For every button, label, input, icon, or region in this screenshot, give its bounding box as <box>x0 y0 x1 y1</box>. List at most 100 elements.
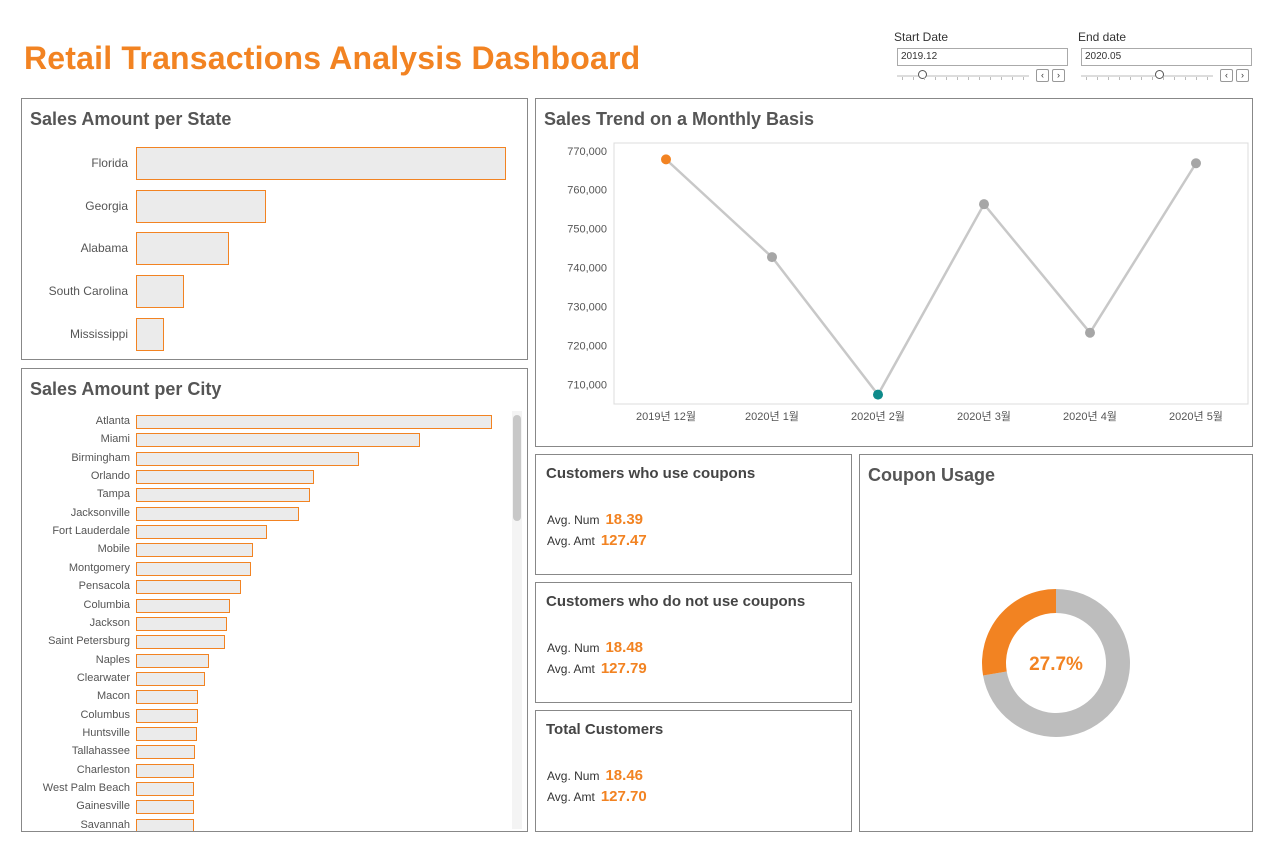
data-point[interactable] <box>873 389 883 400</box>
state-bar[interactable] <box>136 189 266 223</box>
city-bar[interactable] <box>136 470 314 485</box>
y-tick-label: 770,000 <box>567 146 607 158</box>
data-point[interactable] <box>767 252 777 263</box>
city-bar[interactable] <box>136 415 492 429</box>
kpi-amt-value: 127.47 <box>600 532 647 549</box>
city-bar[interactable] <box>136 543 254 558</box>
state-bar[interactable] <box>136 232 229 266</box>
end-date-next-button[interactable]: › <box>1236 69 1249 82</box>
donut-center-label: 27.7% <box>1029 654 1083 675</box>
kpi-title: Customers who use coupons <box>546 465 756 482</box>
donut-slice-coupon[interactable] <box>982 589 1056 676</box>
city-label: Tallahassee <box>71 745 130 758</box>
city-label: Atlanta <box>95 415 130 427</box>
trend-panel-title: Sales Trend on a Monthly Basis <box>544 109 815 129</box>
start-date-input[interactable]: 2019.12 <box>897 48 1068 66</box>
slider-tick <box>957 77 958 80</box>
end-date-prev-button[interactable]: ‹ <box>1220 69 1233 82</box>
data-point[interactable] <box>979 199 989 210</box>
city-label: Birmingham <box>71 451 130 464</box>
city-bar[interactable] <box>136 745 196 760</box>
donut-slice-no-coupon[interactable] <box>983 589 1130 737</box>
city-bar[interactable] <box>136 782 195 796</box>
kpi-avg-num-row: Avg. Num 18.48 <box>547 639 643 656</box>
kpi-amt-label: Avg. Amt <box>547 534 595 548</box>
kpi-num-value: 18.39 <box>605 511 644 528</box>
data-point[interactable] <box>1191 158 1201 169</box>
slider-tick <box>1130 77 1131 80</box>
city-label: Charleston <box>76 763 130 776</box>
city-label: Miami <box>100 433 130 446</box>
state-label: Alabama <box>80 241 128 256</box>
city-bar[interactable] <box>136 653 210 668</box>
city-bar[interactable] <box>136 763 195 778</box>
slider-tick <box>1108 77 1109 80</box>
end-date-filter[interactable]: End date 2020.05 ‹ › <box>1078 30 1252 83</box>
city-panel-title: Sales Amount per City <box>30 379 222 399</box>
city-list-scrollbar[interactable] <box>512 411 522 829</box>
city-bar[interactable] <box>136 635 225 650</box>
city-bar[interactable] <box>136 726 197 741</box>
city-list-scroll-thumb[interactable] <box>513 415 521 521</box>
end-date-slider-track[interactable] <box>1081 75 1213 77</box>
kpi-amt-value: 127.79 <box>600 660 647 677</box>
start-date-next-button[interactable]: › <box>1052 69 1065 82</box>
city-bar[interactable] <box>136 525 267 540</box>
city-bar[interactable] <box>136 598 230 613</box>
data-point[interactable] <box>1085 327 1095 338</box>
y-tick-label: 750,000 <box>567 224 607 236</box>
city-label: West Palm Beach <box>42 782 130 794</box>
state-label: Mississippi <box>69 326 128 341</box>
city-bar[interactable] <box>136 708 198 723</box>
kpi-title: Total Customers <box>546 721 664 738</box>
city-bar[interactable] <box>136 616 228 631</box>
city-label: Orlando <box>90 470 130 483</box>
city-bar[interactable] <box>136 580 241 595</box>
city-bar[interactable] <box>136 506 299 521</box>
city-label: Columbia <box>83 598 130 611</box>
city-label: Fort Lauderdale <box>52 525 130 538</box>
city-label: Jacksonville <box>70 506 130 519</box>
state-bar[interactable] <box>136 275 185 309</box>
end-date-input[interactable]: 2020.05 <box>1081 48 1252 66</box>
city-label: Jackson <box>89 616 130 629</box>
slider-tick <box>946 77 947 80</box>
start-date-slider-knob[interactable] <box>918 70 927 79</box>
slider-tick <box>1023 77 1024 80</box>
sales-trend-panel: Sales Trend on a Monthly Basis 710,000 72… <box>535 98 1253 447</box>
sales-trend-chart: 710,000 720,000 730,000 740,000 750,000 760,0… <box>567 142 1249 423</box>
slider-tick <box>1141 77 1142 80</box>
city-label: Saint Petersburg <box>48 635 130 648</box>
city-bar[interactable] <box>136 488 310 503</box>
kpi-num-label: Avg. Num <box>547 769 600 783</box>
city-bar[interactable] <box>136 433 421 448</box>
slider-tick <box>1185 77 1186 80</box>
coupon-usage-donut: 27.7% <box>982 589 1130 737</box>
city-bar[interactable] <box>136 671 206 686</box>
slider-tick <box>924 77 925 80</box>
x-tick-label: 2020년 3월 <box>957 410 1011 423</box>
start-date-prev-button[interactable]: ‹ <box>1036 69 1049 82</box>
city-bar[interactable] <box>136 451 360 466</box>
city-bar[interactable] <box>136 561 252 576</box>
state-bar[interactable] <box>136 317 164 351</box>
data-point[interactable] <box>661 154 671 165</box>
state-bar[interactable] <box>136 147 506 180</box>
end-date-slider-knob[interactable] <box>1155 70 1164 79</box>
city-bar[interactable] <box>136 690 199 705</box>
kpi-avg-num-row: Avg. Num 18.39 <box>547 511 643 528</box>
city-label: Tampa <box>96 488 130 501</box>
city-bar[interactable] <box>136 818 195 831</box>
city-sales-panel: Sales Amount per City Atlanta Miami Birmin… <box>21 368 528 832</box>
coupon-panel-title: Coupon Usage <box>868 465 996 485</box>
start-date-slider-track[interactable] <box>897 75 1029 77</box>
slider-tick <box>913 77 914 80</box>
start-date-label: Start Date <box>894 30 949 44</box>
end-date-slider-row: ‹ › <box>1078 69 1252 83</box>
slider-tick <box>1012 77 1013 80</box>
city-bar[interactable] <box>136 800 195 815</box>
start-date-filter[interactable]: Start Date 2019.12 ‹ › <box>894 30 1068 83</box>
city-label: Clearwater <box>76 671 130 684</box>
series-line <box>665 158 1198 397</box>
kpi-avg-amt-row: Avg. Amt 127.70 <box>547 788 647 805</box>
